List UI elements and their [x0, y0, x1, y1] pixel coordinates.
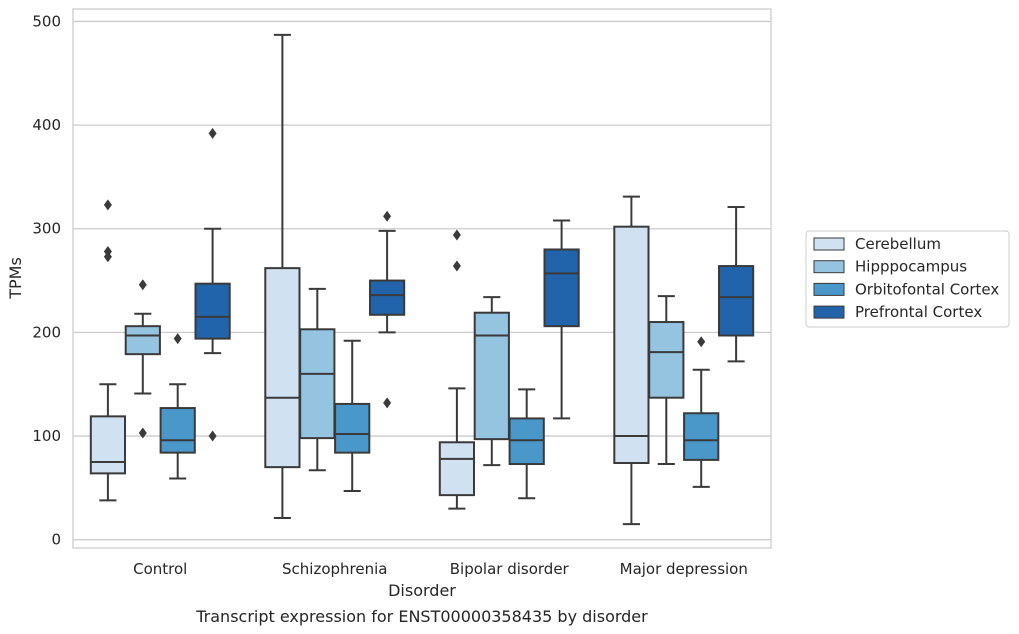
- box-cerebellum: [438, 229, 476, 510]
- legend-label: Orbitofontal Cortex: [855, 280, 999, 298]
- x-tick-label: Control: [133, 560, 187, 578]
- box-iqr: [473, 311, 510, 441]
- box-prefrontal-cortex: [717, 205, 755, 363]
- x-tick-label: Major depression: [620, 560, 748, 578]
- x-tick-label: Schizophrenia: [282, 560, 387, 578]
- box-orbitofontal-cortex: [508, 388, 545, 500]
- outlier-point: [697, 336, 706, 348]
- legend-swatch: [813, 260, 845, 274]
- outlier-point: [138, 427, 147, 439]
- y-tick-label: 0: [51, 531, 61, 549]
- box-iqr: [648, 321, 685, 399]
- box-iqr: [508, 417, 545, 466]
- legend: Cerebellum Hipppocampus Orbitofontal Corte…: [805, 230, 1010, 328]
- plot-area-frame: [72, 8, 772, 549]
- x-axis-label: Disorder: [388, 581, 456, 600]
- box-hipppocampus: [299, 287, 336, 472]
- y-tick-labels: 0 100 200 300 400 500: [32, 12, 61, 548]
- outlier-point: [103, 199, 112, 211]
- box-series: [89, 33, 755, 526]
- y-axis-label: TPMs: [6, 257, 25, 300]
- box-iqr: [368, 279, 406, 316]
- box-iqr: [438, 441, 476, 497]
- outlier-point: [383, 210, 392, 222]
- box-orbitofontal-cortex: [159, 333, 196, 480]
- box-iqr: [334, 402, 371, 454]
- legend-swatch: [813, 282, 845, 296]
- box-prefrontal-cortex: [194, 127, 231, 442]
- legend-swatch: [813, 305, 845, 319]
- box-iqr: [194, 282, 231, 340]
- box-iqr: [543, 248, 580, 328]
- y-tick-label: 400: [32, 116, 61, 134]
- outlier-point: [173, 333, 182, 345]
- outlier-point: [208, 430, 217, 442]
- y-tick-label: 200: [32, 323, 61, 341]
- box-iqr: [124, 325, 161, 356]
- box-cerebellum: [89, 199, 127, 502]
- box-iqr: [159, 407, 196, 454]
- legend-label: Prefrontal Cortex: [855, 303, 982, 321]
- legend-frame: [805, 230, 1010, 328]
- box-iqr: [89, 415, 127, 475]
- y-tick-label: 300: [32, 220, 61, 238]
- legend-label: Hipppocampus: [855, 258, 967, 276]
- box-cerebellum: [613, 195, 650, 526]
- box-hipppocampus: [124, 279, 161, 439]
- box-hipppocampus: [473, 296, 510, 467]
- box-iqr: [683, 412, 720, 461]
- box-prefrontal-cortex: [543, 219, 580, 420]
- outlier-point: [452, 260, 461, 272]
- legend-swatch: [813, 237, 845, 251]
- chart-caption: Transcript expression for ENST0000035843…: [195, 607, 648, 626]
- x-tick-labels: Control Schizophrenia Bipolar disorder Majo…: [133, 560, 748, 578]
- x-tick-label: Bipolar disorder: [450, 560, 570, 578]
- box-cerebellum: [264, 33, 301, 519]
- outlier-point: [138, 279, 147, 291]
- y-tick-label: 100: [32, 427, 61, 445]
- box-orbitofontal-cortex: [334, 339, 371, 492]
- box-iqr: [717, 265, 755, 337]
- box-hipppocampus: [648, 295, 685, 466]
- y-tick-label: 500: [32, 12, 61, 30]
- box-orbitofontal-cortex: [683, 336, 720, 488]
- box-iqr: [299, 328, 336, 440]
- box-iqr: [613, 225, 650, 465]
- outlier-point: [208, 127, 217, 139]
- box-prefrontal-cortex: [368, 210, 406, 409]
- box-iqr: [264, 267, 301, 469]
- outlier-point: [383, 397, 392, 409]
- legend-label: Cerebellum: [855, 235, 941, 253]
- outlier-point: [103, 246, 112, 258]
- outlier-point: [452, 229, 461, 241]
